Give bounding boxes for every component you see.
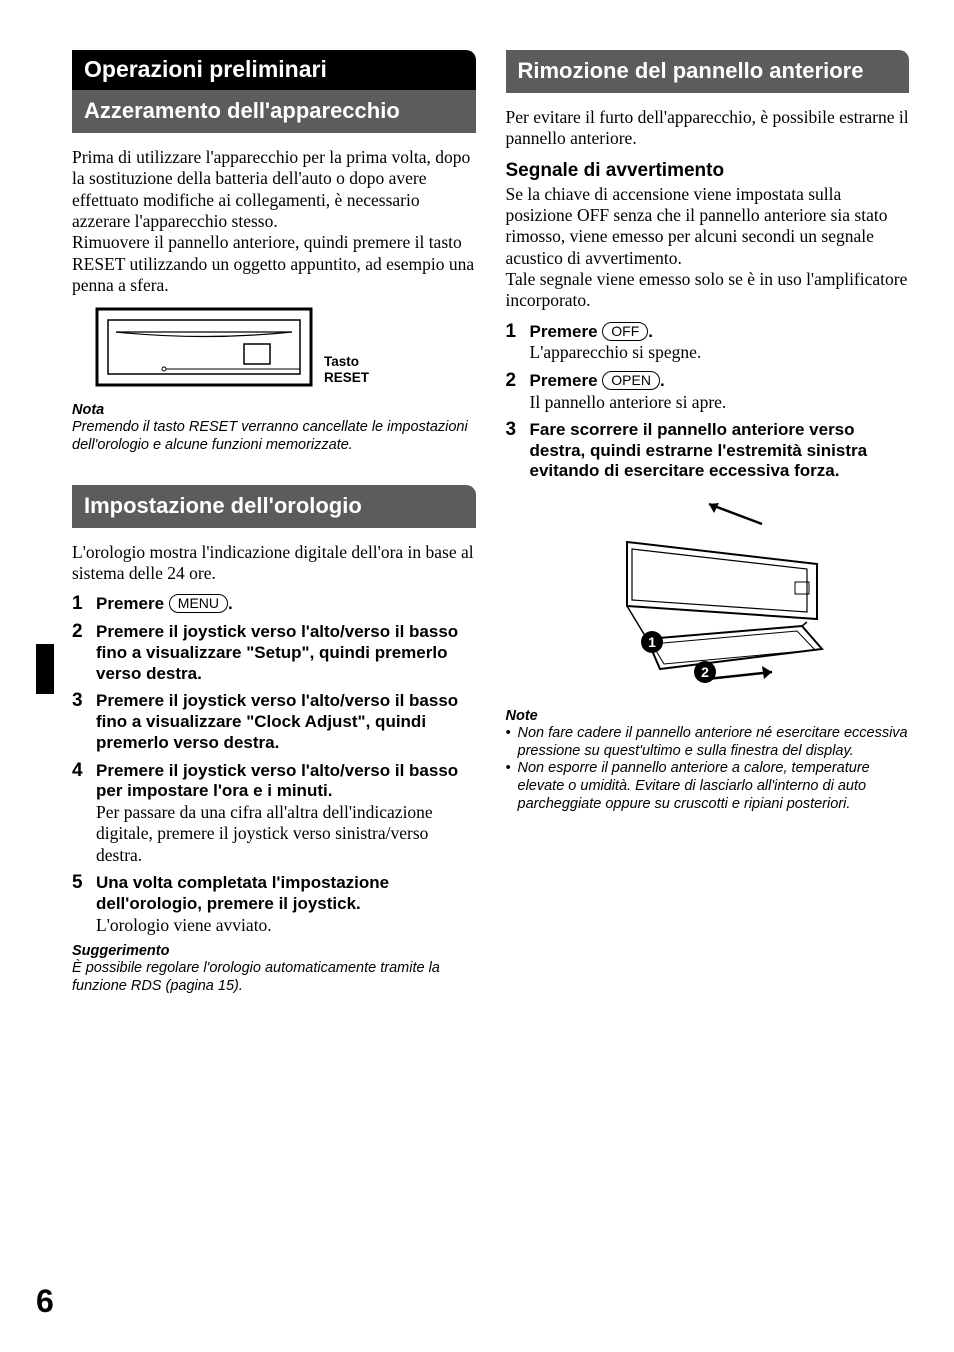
step-1: 1 Premere MENU. (72, 594, 476, 615)
step-number: 1 (506, 322, 530, 364)
caption-line2: RESET (324, 370, 369, 385)
section-heading-panel: Rimozione del pannello anteriore (506, 50, 910, 93)
panel-steps: 1 Premere OFF. L'apparecchio si spegne. … (506, 322, 910, 482)
step-title: Premere OFF. (530, 322, 654, 341)
step-title: Una volta completata l'impostazione dell… (96, 873, 389, 913)
section-heading-clock: Impostazione dell'orologio (72, 485, 476, 528)
step-2: 2 Premere il joystick verso l'alto/verso… (72, 622, 476, 684)
step-desc: Per passare da una cifra all'altra dell'… (96, 802, 433, 865)
reset-caption: Tasto RESET (324, 354, 369, 388)
reset-figure: Tasto RESET (94, 306, 476, 388)
panel-svg: 1 2 (557, 494, 857, 694)
menu-button-label: MENU (169, 594, 228, 613)
note-item: Non fare cadere il pannello anteriore né… (506, 725, 910, 760)
side-tab (36, 644, 54, 694)
page-number: 6 (36, 1283, 54, 1320)
para: Tale segnale viene emesso solo se è in u… (506, 269, 908, 310)
caption-line1: Tasto (324, 354, 359, 369)
tip-body: È possibile regolare l'orologio automati… (72, 960, 476, 995)
step-5: 5 Una volta completata l'impostazione de… (72, 873, 476, 936)
step-1: 1 Premere OFF. L'apparecchio si spegne. (506, 322, 910, 364)
svg-text:1: 1 (648, 634, 656, 650)
reset-device-svg (94, 306, 314, 388)
clock-steps: 1 Premere MENU. 2 Premere il joystick ve… (72, 594, 476, 936)
step-3: 3 Premere il joystick verso l'alto/verso… (72, 691, 476, 753)
txt: . (648, 322, 653, 341)
txt: Premere (96, 594, 169, 613)
step-3: 3 Fare scorrere il pannello anteriore ve… (506, 420, 910, 482)
open-button-label: OPEN (602, 371, 660, 390)
para: Rimuovere il pannello anteriore, quindi … (72, 232, 474, 295)
txt: Premere (530, 371, 603, 390)
note-item: Non esporre il pannello anteriore a calo… (506, 760, 910, 813)
step-title: Fare scorrere il pannello anteriore vers… (530, 420, 868, 480)
panel-removal-figure: 1 2 (506, 494, 910, 694)
body-text: L'orologio mostra l'indicazione digitale… (72, 542, 476, 585)
step-title: Premere OPEN. (530, 371, 665, 390)
body-text: Prima di utilizzare l'apparecchio per la… (72, 147, 476, 296)
left-column: Operazioni preliminari Azzeramento dell'… (72, 50, 476, 995)
note-body: Non fare cadere il pannello anteriore né… (506, 725, 910, 813)
svg-text:2: 2 (701, 664, 709, 680)
page-content: Operazioni preliminari Azzeramento dell'… (0, 0, 954, 995)
step-title: Premere MENU. (96, 594, 233, 613)
note-body: Premendo il tasto RESET verranno cancell… (72, 419, 476, 454)
txt: . (228, 594, 233, 613)
step-number: 3 (506, 420, 530, 482)
step-number: 3 (72, 691, 96, 753)
tip-heading: Suggerimento (72, 943, 476, 959)
step-number: 1 (72, 594, 96, 615)
step-number: 2 (72, 622, 96, 684)
right-column: Rimozione del pannello anteriore Per evi… (506, 50, 910, 995)
step-number: 5 (72, 873, 96, 936)
off-button-label: OFF (602, 322, 648, 341)
section-heading-reset: Azzeramento dell'apparecchio (72, 90, 476, 133)
step-number: 4 (72, 761, 96, 867)
chapter-heading: Operazioni preliminari (72, 50, 476, 90)
step-2: 2 Premere OPEN. Il pannello anteriore si… (506, 371, 910, 413)
para: Prima di utilizzare l'apparecchio per la… (72, 147, 470, 231)
txt: Premere (530, 322, 603, 341)
step-title: Premere il joystick verso l'alto/verso i… (96, 761, 458, 801)
step-title: Premere il joystick verso l'alto/verso i… (96, 622, 458, 682)
para: Se la chiave di accensione viene imposta… (506, 184, 888, 268)
step-desc: Il pannello anteriore si apre. (530, 392, 727, 412)
note-heading: Note (506, 708, 910, 724)
subheading-warning: Segnale di avvertimento (506, 160, 910, 182)
step-number: 2 (506, 371, 530, 413)
step-desc: L'apparecchio si spegne. (530, 342, 702, 362)
note-heading: Nota (72, 402, 476, 418)
step-title: Premere il joystick verso l'alto/verso i… (96, 691, 458, 751)
body-text: Se la chiave di accensione viene imposta… (506, 184, 910, 312)
step-desc: L'orologio viene avviato. (96, 915, 272, 935)
txt: . (660, 371, 665, 390)
body-text: Per evitare il furto dell'apparecchio, è… (506, 107, 910, 150)
step-4: 4 Premere il joystick verso l'alto/verso… (72, 761, 476, 867)
